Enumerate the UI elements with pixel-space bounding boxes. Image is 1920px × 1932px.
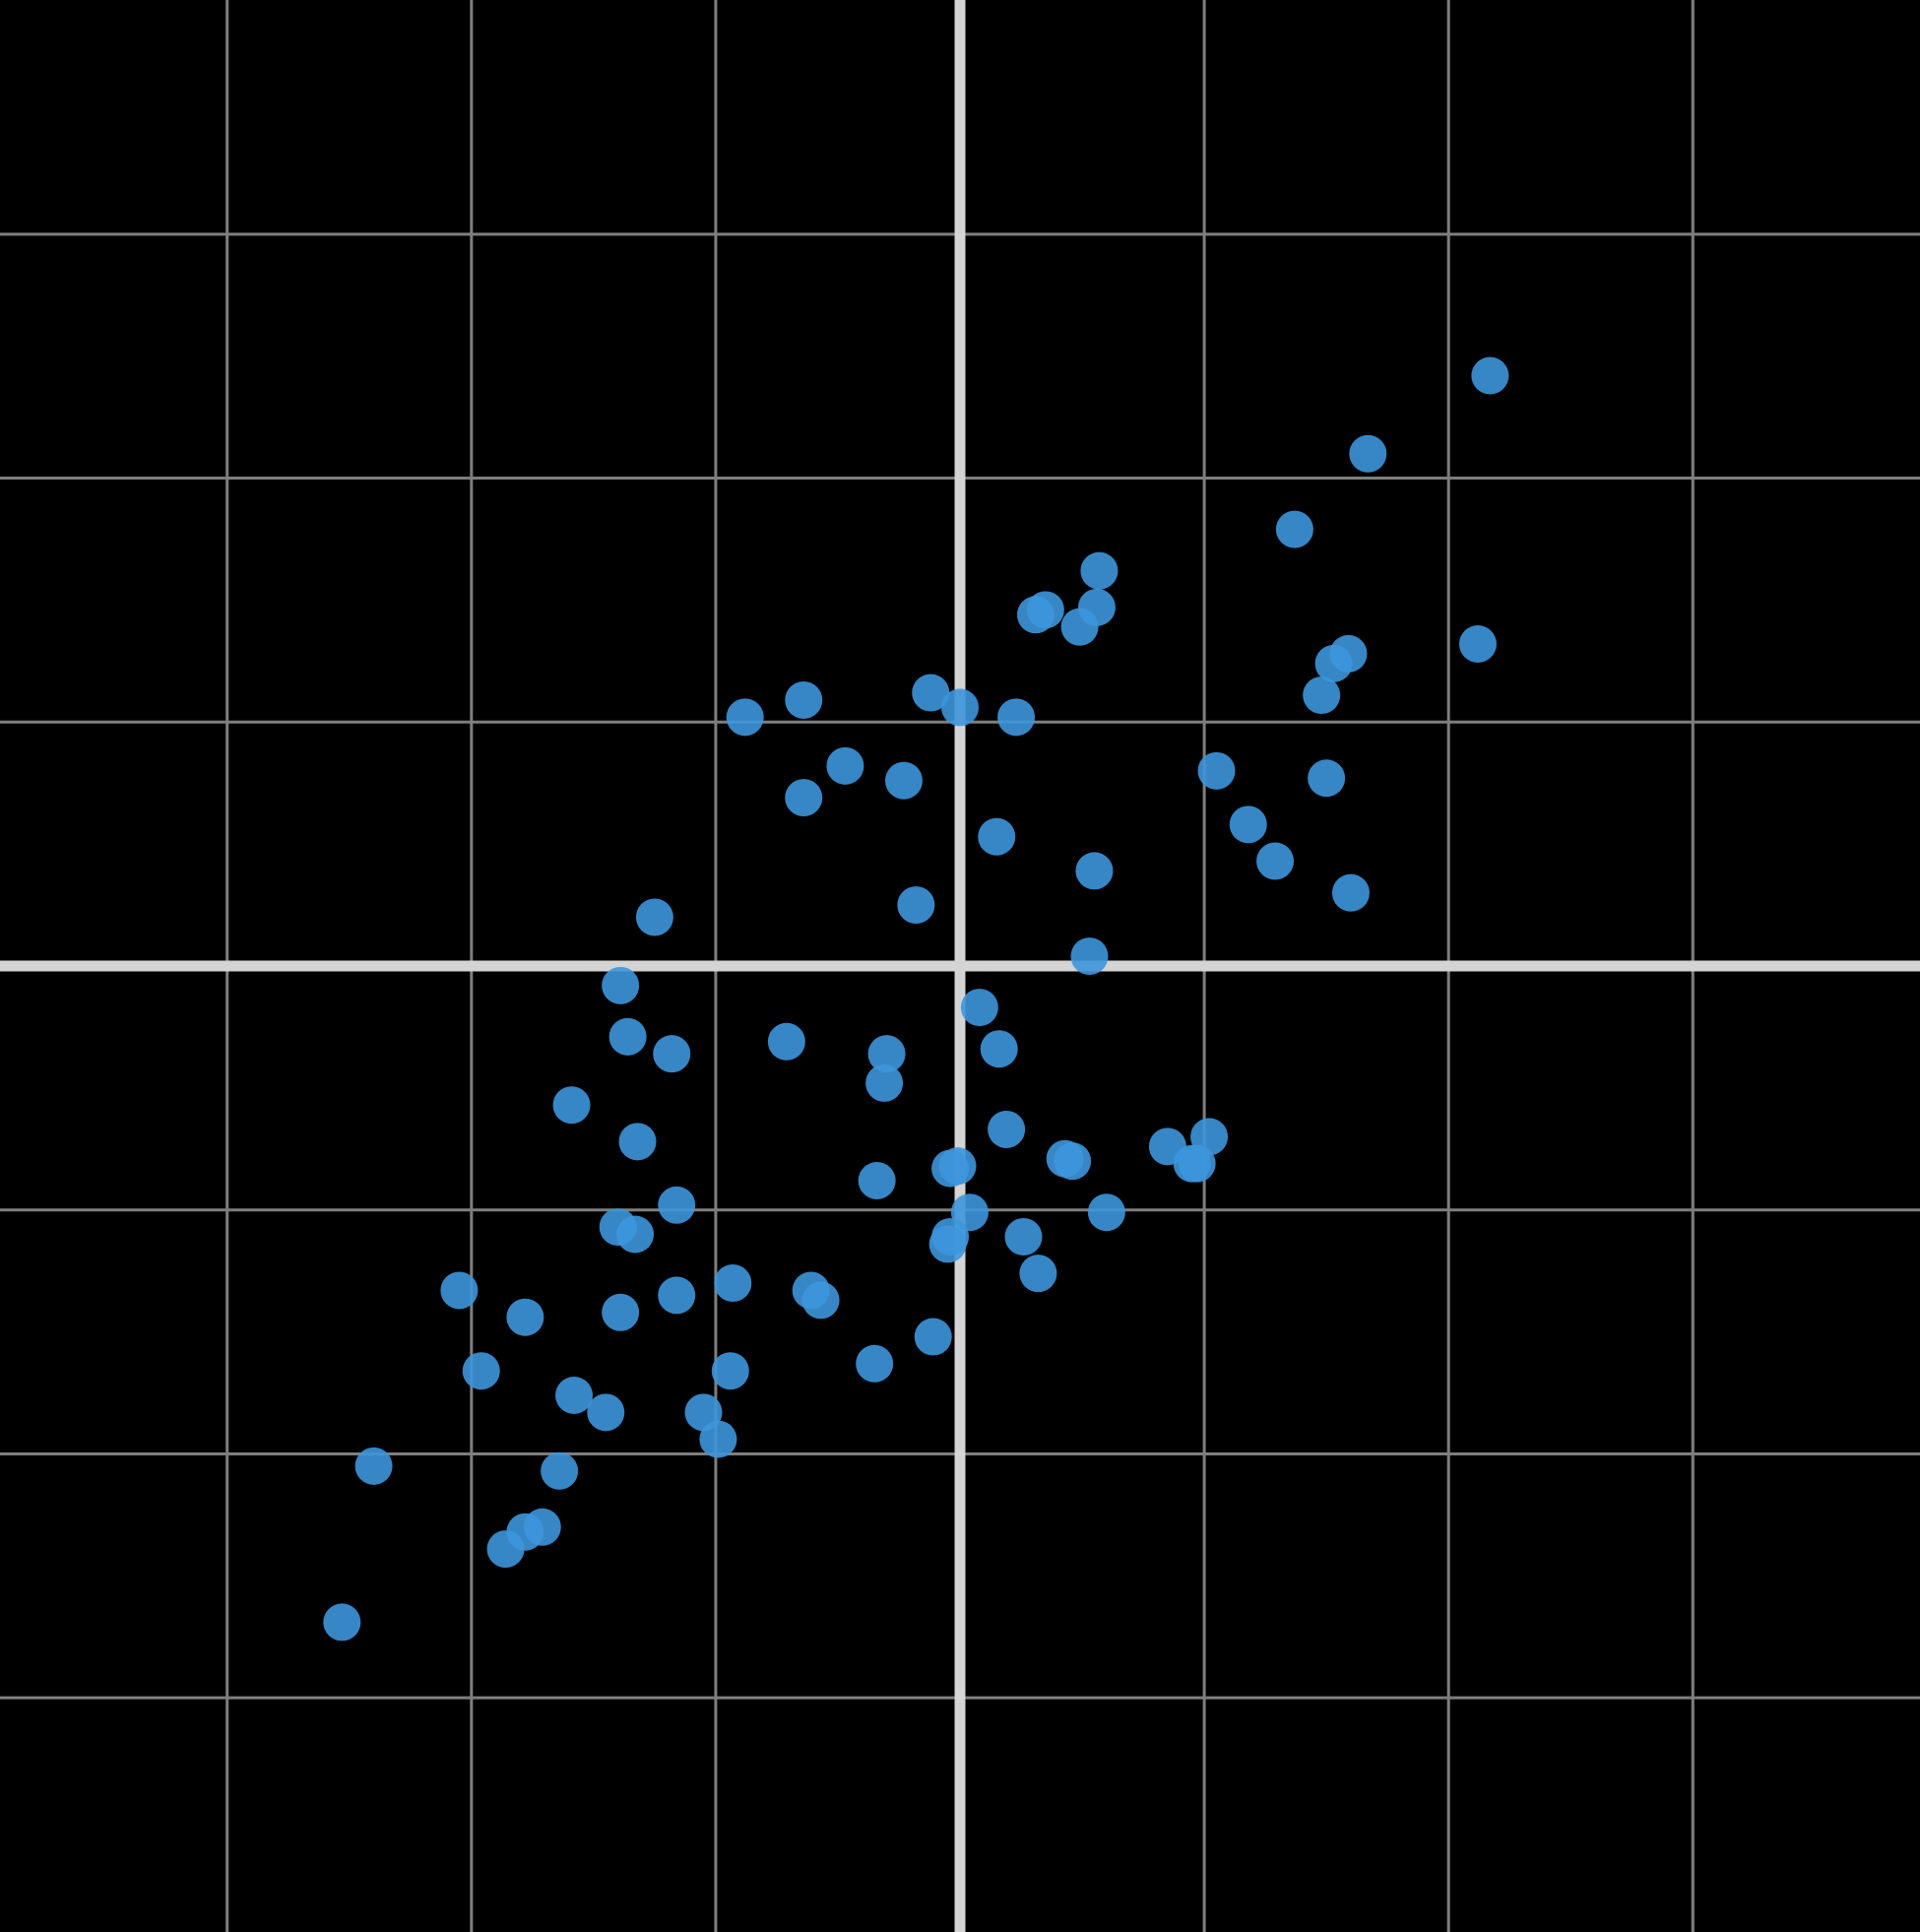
data-point <box>1275 510 1313 548</box>
data-point <box>1303 676 1341 715</box>
data-point <box>826 746 864 785</box>
data-point <box>941 688 979 727</box>
data-point <box>618 1123 657 1161</box>
data-point <box>658 1186 696 1224</box>
data-point <box>912 674 950 712</box>
data-point <box>960 989 998 1027</box>
data-point <box>997 698 1036 737</box>
data-point <box>1060 608 1099 646</box>
data-point <box>323 1603 361 1642</box>
data-points <box>323 356 1509 1642</box>
data-point <box>699 1420 737 1458</box>
data-point <box>767 1022 805 1061</box>
data-point <box>602 1293 640 1331</box>
data-point <box>1026 591 1064 629</box>
data-point <box>635 898 673 936</box>
data-point <box>980 1030 1018 1068</box>
data-point <box>658 1276 696 1315</box>
data-point <box>1080 551 1119 590</box>
data-point <box>1075 852 1114 890</box>
data-point <box>1004 1217 1043 1256</box>
data-point <box>523 1508 561 1546</box>
data-point <box>867 1035 906 1073</box>
data-point <box>897 886 935 925</box>
data-point <box>1256 842 1295 880</box>
data-point <box>1087 1193 1125 1232</box>
data-point <box>1070 937 1109 976</box>
data-point <box>858 1162 896 1199</box>
data-point <box>552 1086 591 1125</box>
data-point <box>914 1318 952 1356</box>
data-point <box>711 1352 749 1390</box>
data-point <box>785 779 823 817</box>
data-point <box>1229 805 1267 844</box>
data-point <box>856 1344 894 1383</box>
data-point <box>1054 1142 1092 1181</box>
data-point <box>354 1447 393 1485</box>
data-point <box>1019 1255 1057 1293</box>
data-point <box>1458 625 1497 663</box>
data-point <box>865 1063 904 1102</box>
data-point <box>506 1298 544 1336</box>
data-point <box>616 1215 655 1254</box>
data-point <box>1471 356 1509 395</box>
data-point <box>1349 434 1387 473</box>
data-point <box>884 761 923 800</box>
data-point <box>653 1035 691 1073</box>
data-point <box>486 1530 525 1569</box>
data-point <box>1178 1144 1216 1183</box>
data-point <box>988 1110 1026 1148</box>
data-point <box>462 1352 500 1390</box>
data-point <box>1314 644 1353 682</box>
data-point <box>1308 759 1346 798</box>
data-point <box>714 1264 752 1303</box>
data-point <box>602 966 640 1004</box>
data-point <box>555 1377 594 1414</box>
data-point <box>978 817 1016 856</box>
data-point <box>1197 751 1236 790</box>
data-point <box>785 680 823 719</box>
data-point <box>726 698 764 737</box>
data-point <box>928 1225 967 1263</box>
data-point <box>587 1393 625 1432</box>
data-point <box>801 1281 840 1320</box>
data-point <box>1331 873 1370 912</box>
data-point <box>931 1149 970 1188</box>
data-point <box>608 1017 647 1056</box>
data-point <box>541 1451 579 1490</box>
data-point <box>440 1271 479 1310</box>
